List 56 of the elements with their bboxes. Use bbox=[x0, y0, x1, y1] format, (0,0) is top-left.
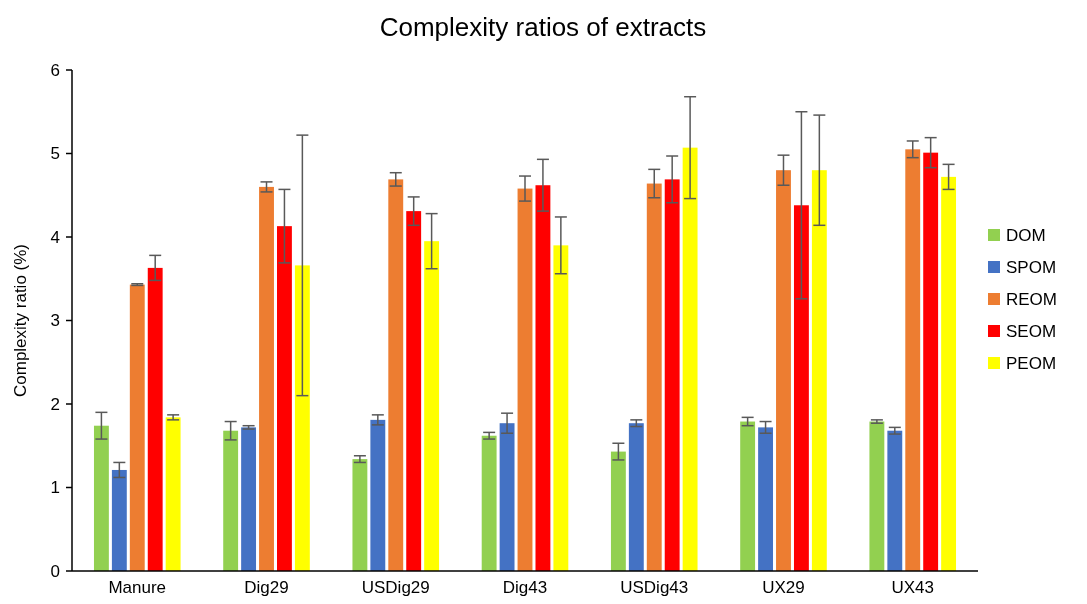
bar bbox=[923, 152, 939, 571]
bar bbox=[811, 170, 827, 571]
x-tick-label: UX43 bbox=[891, 578, 934, 597]
bar bbox=[646, 183, 662, 571]
legend-label: SPOM bbox=[1006, 257, 1057, 277]
bar bbox=[610, 451, 626, 571]
bar bbox=[553, 245, 569, 571]
legend-label: SEOM bbox=[1006, 321, 1057, 341]
bar bbox=[352, 459, 368, 571]
bar bbox=[793, 205, 809, 571]
chart-title: Complexity ratios of extracts bbox=[379, 12, 707, 42]
bar bbox=[111, 469, 127, 571]
bar bbox=[277, 226, 292, 571]
y-tick-label: 5 bbox=[50, 144, 60, 164]
bar bbox=[869, 421, 885, 571]
bar bbox=[628, 423, 644, 571]
legend-label: REOM bbox=[1006, 289, 1057, 309]
y-tick-label: 6 bbox=[50, 60, 60, 80]
bar bbox=[223, 430, 239, 571]
bar bbox=[776, 170, 791, 571]
bar bbox=[941, 176, 957, 571]
bar bbox=[93, 425, 109, 571]
bar bbox=[758, 427, 773, 571]
bar bbox=[406, 211, 422, 571]
bar bbox=[294, 265, 310, 571]
y-tick-label: 1 bbox=[50, 478, 60, 498]
bar bbox=[370, 419, 386, 571]
bar bbox=[905, 149, 921, 571]
bar bbox=[259, 186, 274, 571]
y-axis-title: Complexity ratio (%) bbox=[11, 243, 30, 398]
y-tick-label: 2 bbox=[50, 394, 60, 414]
x-tick-label: USDig43 bbox=[620, 578, 689, 597]
x-tick-label: Manure bbox=[108, 578, 167, 597]
bar bbox=[682, 147, 698, 571]
bar bbox=[499, 423, 515, 571]
x-tick-label: USDig29 bbox=[361, 578, 430, 597]
bar bbox=[129, 284, 145, 571]
bar bbox=[664, 179, 680, 571]
bar bbox=[517, 188, 533, 571]
bar bbox=[481, 435, 497, 571]
y-tick-label: 3 bbox=[50, 311, 60, 331]
x-tick-label: Dig29 bbox=[244, 578, 289, 597]
bar bbox=[424, 241, 440, 571]
y-tick-label: 0 bbox=[50, 561, 60, 581]
bar bbox=[388, 179, 404, 571]
bar bbox=[241, 427, 257, 571]
x-tick-label: Dig43 bbox=[502, 578, 548, 597]
bar bbox=[535, 185, 551, 571]
bar bbox=[740, 421, 756, 571]
legend-label: DOM bbox=[1006, 225, 1046, 245]
bar bbox=[165, 417, 181, 571]
x-tick-label: UX29 bbox=[762, 578, 805, 597]
bar bbox=[147, 267, 163, 571]
bar bbox=[887, 430, 903, 571]
legend-label: PEOM bbox=[1006, 353, 1057, 373]
y-tick-label: 4 bbox=[50, 227, 60, 247]
